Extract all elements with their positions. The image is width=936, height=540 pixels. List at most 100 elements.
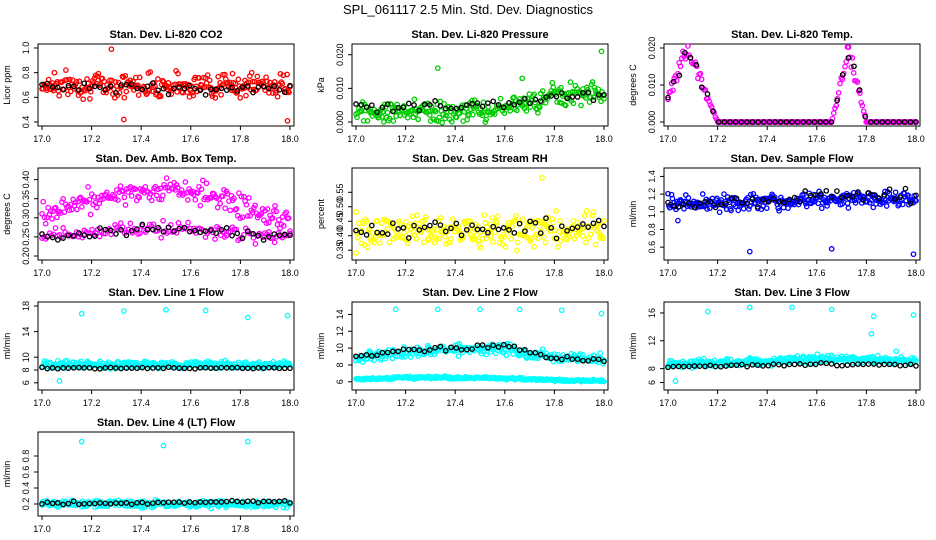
- data-point: [208, 227, 214, 234]
- data-point: [89, 226, 95, 233]
- data-point: [134, 85, 140, 92]
- data-point: [91, 365, 98, 372]
- series-average: [353, 215, 607, 242]
- data-point: [139, 221, 146, 228]
- data-point: [223, 365, 230, 371]
- data-point: [234, 364, 241, 371]
- data-point: [897, 362, 904, 369]
- data-point: [580, 233, 586, 239]
- data-point: [416, 347, 423, 354]
- data-point: [128, 501, 135, 508]
- data-point: [421, 348, 428, 355]
- data-point: [197, 87, 204, 94]
- data-point: [250, 365, 256, 372]
- data-point: [70, 232, 77, 239]
- data-point: [227, 207, 234, 214]
- x-tick-label: 17.6: [496, 268, 514, 278]
- data-point: [474, 342, 481, 349]
- x-tick-label: 17.0: [347, 398, 365, 408]
- y-tick-label: 6: [21, 380, 31, 385]
- data-point: [595, 217, 602, 224]
- data-point: [44, 80, 51, 87]
- data-point: [500, 104, 507, 111]
- data-point: [532, 219, 539, 226]
- data-point: [149, 226, 156, 233]
- data-point: [150, 221, 157, 228]
- data-point: [881, 191, 888, 198]
- data-point: [359, 359, 366, 365]
- data-point: [749, 119, 756, 125]
- data-point: [123, 88, 130, 95]
- panel-title: Stan. Dev. Gas Stream RH: [412, 153, 548, 165]
- data-point: [785, 205, 791, 212]
- data-point: [479, 103, 486, 110]
- data-point: [353, 209, 359, 216]
- y-tick-label: 0.020: [335, 43, 345, 66]
- x-tick-label: 17.6: [182, 134, 200, 144]
- data-point: [74, 206, 80, 213]
- data-point: [706, 205, 713, 212]
- data-point: [470, 235, 477, 242]
- data-point: [868, 119, 874, 125]
- data-point: [353, 250, 359, 256]
- data-point: [754, 204, 761, 210]
- data-point: [670, 363, 677, 370]
- panel-title: Stan. Dev. Li-820 CO2: [110, 29, 223, 41]
- data-point: [160, 499, 167, 506]
- data-point: [548, 355, 555, 362]
- data-point: [516, 347, 523, 353]
- y-tick-label: 6: [335, 379, 345, 384]
- x-tick-label: 17.6: [808, 134, 826, 144]
- data-point: [797, 198, 803, 205]
- data-point: [51, 69, 58, 76]
- data-point: [590, 356, 597, 362]
- panel-title: Stan. Dev. Amb. Box Temp.: [96, 153, 237, 165]
- data-point: [123, 81, 130, 88]
- data-point: [212, 95, 219, 101]
- data-point: [86, 85, 93, 92]
- data-point: [506, 100, 512, 106]
- data-point: [252, 241, 259, 247]
- data-point: [468, 106, 474, 113]
- data-point: [707, 362, 714, 369]
- data-point: [828, 119, 835, 125]
- data-point: [474, 226, 481, 233]
- data-point: [213, 499, 219, 505]
- data-point: [254, 73, 261, 80]
- data-point: [665, 364, 671, 371]
- data-point: [194, 190, 201, 196]
- x-tick-label: 17.6: [808, 398, 826, 408]
- data-point: [853, 78, 860, 84]
- data-point: [485, 344, 491, 351]
- y-tick-label: 0.020: [647, 37, 657, 60]
- data-point: [772, 119, 778, 125]
- data-point: [85, 184, 91, 190]
- x-tick-label: 17.0: [659, 268, 677, 278]
- data-point: [173, 181, 180, 188]
- data-point: [763, 205, 770, 212]
- data-point: [400, 224, 407, 231]
- data-point: [218, 226, 225, 233]
- data-point: [522, 228, 528, 235]
- y-axis-label: ml/min: [2, 461, 12, 488]
- data-point: [469, 346, 475, 352]
- data-point: [913, 363, 919, 369]
- data-point: [760, 119, 767, 125]
- data-point: [49, 84, 56, 90]
- data-point: [91, 83, 98, 90]
- y-tick-label: 18: [21, 301, 31, 311]
- data-point: [837, 80, 843, 87]
- data-point: [501, 110, 508, 117]
- data-point: [113, 500, 119, 506]
- data-point: [394, 101, 401, 108]
- data-point: [502, 243, 509, 250]
- data-point: [208, 86, 214, 93]
- data-point: [376, 114, 382, 121]
- data-point: [215, 73, 222, 80]
- data-point: [439, 119, 446, 126]
- data-point: [416, 227, 423, 233]
- data-point: [181, 190, 187, 197]
- series-raw-upper: [39, 175, 293, 234]
- data-point: [146, 87, 153, 94]
- data-point: [134, 82, 141, 89]
